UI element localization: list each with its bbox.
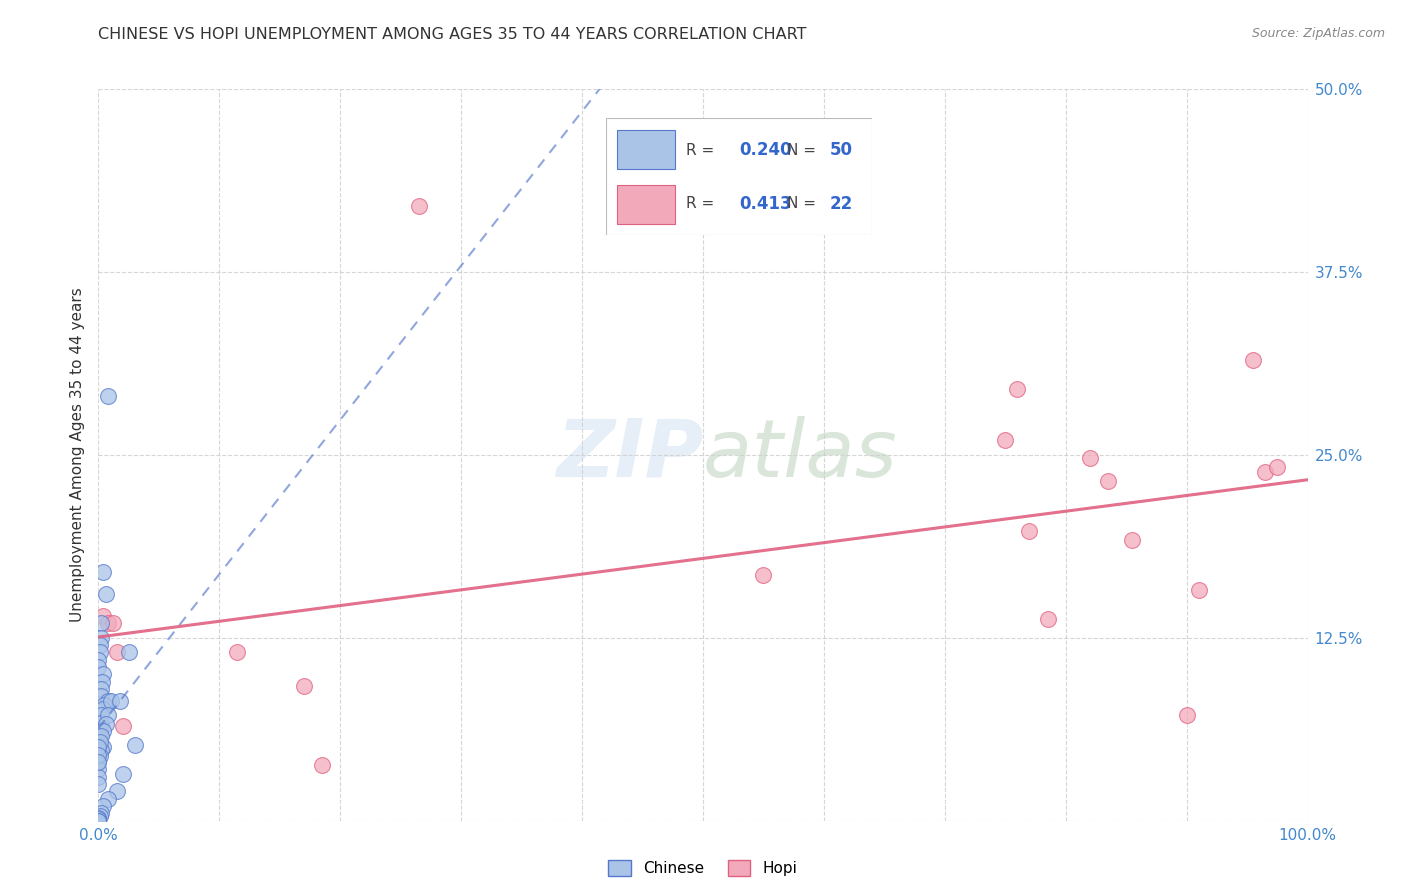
Bar [617,186,675,224]
Text: N =: N = [787,143,815,158]
Point [91,702,114,716]
Point [97,708,120,723]
Point [292,679,315,693]
Text: N =: N = [787,196,815,211]
Legend: Chinese, Hopi: Chinese, Hopi [602,855,804,882]
Point [1078,450,1101,465]
Point [752,567,775,582]
Point [87,814,110,828]
Text: CHINESE VS HOPI UNEMPLOYMENT AMONG AGES 35 TO 44 YEARS CORRELATION CHART: CHINESE VS HOPI UNEMPLOYMENT AMONG AGES … [98,27,807,42]
Point [124,738,146,752]
Point [90,743,112,757]
Point [90,690,112,704]
Point [118,645,141,659]
Point [87,814,110,828]
Point [87,777,110,791]
Point [91,740,114,755]
Point [105,784,128,798]
Point [1188,582,1211,597]
Point [1036,612,1059,626]
Point [90,806,112,821]
Text: 22: 22 [830,194,853,213]
Point [87,763,110,777]
Point [87,811,110,825]
Point [1007,382,1029,396]
Point [97,694,120,708]
Point [89,749,111,764]
Point [311,758,333,772]
Text: 50: 50 [830,141,852,159]
Point [226,645,249,659]
Point [91,724,114,739]
Point [90,681,112,696]
Point [90,715,112,730]
Bar [617,130,675,169]
Text: R =: R = [686,143,714,158]
Point [89,723,111,737]
Point [89,809,111,823]
Point [90,729,112,743]
Point [111,718,134,732]
Point [90,616,112,631]
Point [100,694,122,708]
Point [105,645,128,659]
Point [87,755,110,769]
Point [1018,524,1040,538]
Point [87,747,110,762]
Point [87,734,110,748]
Point [91,799,114,814]
Text: ZIP: ZIP [555,416,703,494]
Point [93,698,115,712]
Point [1254,466,1277,480]
Point [90,708,112,723]
Point [1241,352,1264,367]
Point [94,717,117,731]
Point [87,653,110,667]
Text: Source: ZipAtlas.com: Source: ZipAtlas.com [1251,27,1385,40]
Point [101,616,124,631]
Point [89,638,111,652]
Point [87,812,110,826]
Point [91,608,114,623]
Point [108,694,131,708]
Point [111,767,134,781]
Point [1121,533,1143,547]
Point [97,616,120,631]
Y-axis label: Unemployment Among Ages 35 to 44 years: Unemployment Among Ages 35 to 44 years [69,287,84,623]
Point [91,565,114,579]
Point [87,729,110,743]
Text: atlas: atlas [703,416,898,494]
Text: 0.240: 0.240 [740,141,792,159]
Point [87,660,110,674]
Point [87,770,110,784]
Point [87,755,110,769]
Point [994,434,1017,448]
Point [97,791,120,805]
Point [91,674,114,689]
Text: R =: R = [686,196,714,211]
Point [97,389,120,403]
Point [1175,708,1198,723]
Point [1265,459,1288,474]
Point [1097,475,1119,489]
Point [91,667,114,681]
Point [89,645,111,659]
Point [89,734,111,748]
Point [408,199,430,213]
Point [90,631,112,645]
Text: 0.413: 0.413 [740,194,792,213]
Point [94,587,117,601]
Point [87,740,110,755]
